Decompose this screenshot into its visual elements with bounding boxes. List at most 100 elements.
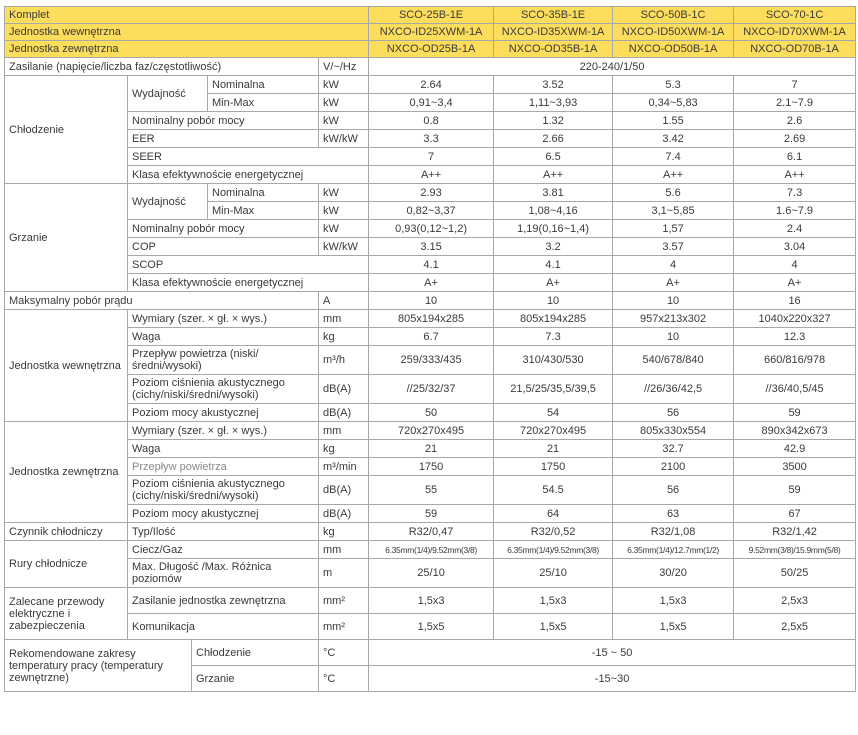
value: A++ xyxy=(733,165,857,184)
value: A+ xyxy=(368,273,495,292)
value: 6.1 xyxy=(733,147,857,166)
spec-row: Zasilanie (napięcie/liczba faz/częstotli… xyxy=(4,57,857,76)
spec-row: Poziom mocy akustycznej dB(A) 50 54 56 59 xyxy=(5,403,857,422)
value: 0,93(0,12~1,2) xyxy=(368,219,495,238)
spec-row: Chłodzenie Wydajność Nominalna kW 2.64 3.52 5.… xyxy=(4,75,857,184)
row-label: Zasilanie (napięcie/liczba faz/częstotli… xyxy=(4,57,319,76)
value: -15~30 xyxy=(368,665,857,692)
value: 2.64 xyxy=(368,75,495,94)
value: 1750 xyxy=(493,457,614,476)
value: 2,5x3 xyxy=(733,587,857,614)
section-label: Jednostka zewnętrzna xyxy=(4,421,128,523)
model-name: NXCO-OD50B-1A xyxy=(612,40,735,58)
spec-row: Min-Max kW 0,91~3,4 1,11~3,93 0,34~5,83 2.1~7… xyxy=(5,93,857,112)
value: A+ xyxy=(493,273,614,292)
value: 0,91~3,4 xyxy=(368,93,495,112)
row-label: Poziom mocy akustycznej xyxy=(127,403,319,422)
header-row: Komplet SCO-25B-1E SCO-35B-1E SCO-50B-1C SCO… xyxy=(3,6,857,24)
value: 6.35mm(1/4)/9.52mm(3/8) xyxy=(493,540,614,559)
value: A+ xyxy=(612,273,735,292)
value: A++ xyxy=(368,165,495,184)
value: 1.55 xyxy=(612,111,735,130)
value: 259/333/435 xyxy=(368,345,495,375)
value: 805x194x285 xyxy=(493,309,614,328)
unit: dB(A) xyxy=(317,374,370,404)
row-label: Poziom ciśnienia akustycznego (cichy/nis… xyxy=(127,475,319,505)
spec-row: Maksymalny pobór prądu A 10 10 10 16 xyxy=(4,291,857,310)
spec-row: Czynnik chłodniczy Typ/Ilość kg R32/0,47 R32… xyxy=(4,522,857,541)
model-name: NXCO-ID50XWM-1A xyxy=(612,23,735,41)
value: 3500 xyxy=(733,457,857,476)
spec-row: SCOP 4.1 4.1 4 4 xyxy=(5,255,857,274)
unit: kg xyxy=(317,327,370,346)
section-label: Grzanie xyxy=(4,183,128,292)
row-label: Przepływ powietrza (niski/średni/wysoki) xyxy=(127,345,319,375)
value: 0,34~5,83 xyxy=(612,93,735,112)
model-name: NXCO-ID25XWM-1A xyxy=(368,23,495,41)
value: 220-240/1/50 xyxy=(368,57,857,76)
row-label: Waga xyxy=(127,327,319,346)
value: 1,5x5 xyxy=(493,613,614,640)
unit: m³/min xyxy=(317,457,370,476)
value: 1,5x5 xyxy=(612,613,735,640)
spec-row: Poziom mocy akustycznej dB(A) 59 64 63 67 xyxy=(5,504,857,523)
value: 30/20 xyxy=(612,558,735,588)
spec-row: Jednostka zewnętrzna Wymiary (szer. × gł.… xyxy=(4,421,857,523)
spec-row: Przepływ powietrza m³/min 1750 1750 2100 3500 xyxy=(5,457,857,476)
section-label: Rekomendowane zakresy temperatury pracy … xyxy=(4,639,192,692)
row-label: SEER xyxy=(126,147,370,166)
value: 56 xyxy=(612,475,735,505)
value: 310/430/530 xyxy=(493,345,614,375)
value: //26/36/42,5 xyxy=(612,374,735,404)
value: 25/10 xyxy=(493,558,614,588)
value: 1.6~7.9 xyxy=(733,201,857,220)
value: 720x270x495 xyxy=(368,421,495,440)
value: 25/10 xyxy=(368,558,495,588)
unit: °C xyxy=(317,665,370,692)
spec-row: Klasa efektywnoście energetycznej A++ A++ A… xyxy=(5,165,857,184)
value: 59 xyxy=(733,475,857,505)
spec-table: Komplet SCO-25B-1E SCO-35B-1E SCO-50B-1C SCO… xyxy=(3,6,857,692)
value: -15 ~ 50 xyxy=(368,639,857,666)
model-name: NXCO-ID35XWM-1A xyxy=(493,23,614,41)
value: 56 xyxy=(612,403,735,422)
unit: kW xyxy=(317,75,370,94)
value: 4 xyxy=(733,255,857,274)
model-name: SCO-25B-1E xyxy=(368,6,495,24)
value: 890x342x673 xyxy=(733,421,857,440)
value: 7.3 xyxy=(733,183,857,202)
value: 5.3 xyxy=(612,75,735,94)
model-name: SCO-50B-1C xyxy=(612,6,735,24)
value: 720x270x495 xyxy=(493,421,614,440)
value: 1,57 xyxy=(612,219,735,238)
value: 0.8 xyxy=(368,111,495,130)
row-label: EER xyxy=(127,129,319,148)
value: 2.4 xyxy=(733,219,857,238)
header-row: Jednostka zewnętrzna NXCO-OD25B-1A NXCO-OD… xyxy=(3,40,857,58)
header-label: Jednostka zewnętrzna xyxy=(3,40,370,58)
model-name: SCO-70-1C xyxy=(733,6,857,24)
unit: mm² xyxy=(317,613,370,640)
unit: V/~/Hz xyxy=(317,57,370,76)
row-label: Wymiary (szer. × gł. × wys.) xyxy=(127,421,319,440)
unit: dB(A) xyxy=(317,504,370,523)
value: 6.35mm(1/4)/12.7mm(1/2) xyxy=(612,540,735,559)
model-name: SCO-35B-1E xyxy=(493,6,614,24)
value: 1,11~3,93 xyxy=(493,93,614,112)
unit: mm xyxy=(317,309,370,328)
unit: dB(A) xyxy=(317,403,370,422)
spec-row: Zalecane przewody elektryczne i zabezpie… xyxy=(4,587,857,640)
value: 3.3 xyxy=(368,129,495,148)
section-label: Zalecane przewody elektryczne i zabezpie… xyxy=(4,587,128,640)
row-label: Nominalny pobór mocy xyxy=(127,219,319,238)
value: 6.7 xyxy=(368,327,495,346)
value: 1,5x5 xyxy=(368,613,495,640)
value: A+ xyxy=(733,273,857,292)
row-label: Max. Długość /Max. Różnica poziomów xyxy=(127,558,319,588)
value: 63 xyxy=(612,504,735,523)
row-label: Nominalny pobór mocy xyxy=(127,111,319,130)
spec-row: EER kW/kW 3.3 2.66 3.42 2.69 xyxy=(5,129,857,148)
unit: kW xyxy=(317,183,370,202)
unit: kW xyxy=(317,219,370,238)
spec-row: Nominalny pobór mocy kW 0,93(0,12~1,2) 1,19… xyxy=(5,219,857,238)
